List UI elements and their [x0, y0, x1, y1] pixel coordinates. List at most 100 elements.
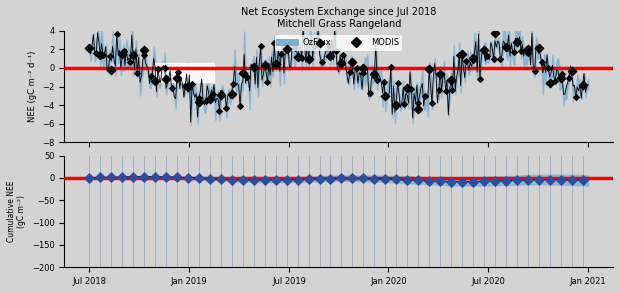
Point — [468, 179, 478, 184]
Point — [235, 104, 245, 108]
Point — [194, 176, 204, 180]
Point — [139, 53, 149, 57]
Point — [523, 47, 533, 51]
Point — [118, 49, 128, 53]
Point — [160, 65, 170, 70]
Point — [215, 108, 224, 113]
Point — [276, 52, 286, 57]
Point — [281, 178, 291, 182]
Point — [262, 80, 272, 85]
Point — [564, 76, 574, 81]
Point — [391, 177, 401, 182]
Title: Net Ecosystem Exchange since Jul 2018
Mitchell Grass Rangeland: Net Ecosystem Exchange since Jul 2018 Mi… — [241, 7, 436, 28]
Point — [260, 63, 270, 67]
Point — [201, 99, 211, 104]
Point — [183, 85, 193, 89]
Point — [379, 79, 389, 84]
Point — [221, 105, 231, 110]
Point — [183, 175, 193, 180]
Point — [556, 177, 565, 182]
Point — [556, 76, 565, 81]
Point — [347, 176, 357, 180]
Point — [91, 51, 101, 56]
Point — [146, 74, 156, 79]
Point — [424, 178, 434, 183]
Point — [84, 45, 94, 50]
Point — [536, 60, 546, 64]
Point — [435, 71, 445, 76]
Point — [434, 88, 444, 93]
Point — [249, 65, 259, 69]
Point — [406, 86, 416, 91]
Point — [468, 56, 478, 61]
Point — [304, 177, 314, 182]
Point — [414, 101, 423, 105]
Point — [402, 178, 412, 182]
Point — [479, 47, 489, 52]
Point — [358, 71, 368, 76]
Point — [380, 176, 390, 181]
Point — [427, 101, 437, 105]
Point — [399, 102, 409, 106]
Point — [150, 78, 160, 83]
Point — [150, 174, 160, 179]
Point — [326, 176, 335, 181]
Point — [502, 46, 512, 50]
Point — [414, 178, 423, 183]
Point — [293, 177, 303, 182]
Point — [578, 83, 588, 88]
Point — [153, 67, 163, 72]
Point — [337, 61, 347, 66]
Point — [194, 95, 204, 100]
Point — [297, 55, 307, 60]
Point — [509, 50, 519, 55]
Point — [208, 92, 218, 97]
Point — [435, 179, 445, 183]
Point — [446, 179, 456, 184]
Point — [501, 45, 511, 50]
Point — [281, 46, 291, 51]
Point — [347, 60, 357, 64]
Point — [468, 57, 478, 62]
Point — [512, 178, 522, 183]
Point — [424, 67, 434, 71]
Point — [161, 76, 171, 81]
Point — [84, 45, 94, 50]
Point — [482, 54, 492, 58]
Point — [352, 66, 361, 70]
Point — [337, 176, 347, 180]
Point — [370, 176, 379, 181]
Point — [249, 178, 259, 183]
Point — [238, 178, 248, 182]
Point — [172, 75, 182, 80]
Point — [311, 43, 321, 48]
Point — [172, 175, 182, 180]
Point — [386, 65, 396, 69]
Point — [380, 94, 390, 99]
Point — [545, 80, 555, 85]
Point — [227, 92, 237, 96]
Point — [194, 100, 204, 105]
Point — [578, 178, 588, 183]
Point — [98, 52, 108, 57]
Point — [216, 93, 226, 98]
Point — [128, 53, 138, 57]
Point — [205, 176, 215, 181]
Point — [304, 58, 314, 63]
Point — [293, 55, 303, 59]
Point — [216, 177, 226, 181]
Point — [516, 49, 526, 54]
Y-axis label: Cumulative NEE
(gC m⁻²): Cumulative NEE (gC m⁻²) — [7, 181, 26, 242]
Point — [461, 58, 471, 63]
Point — [106, 68, 116, 72]
Point — [205, 96, 215, 101]
Point — [578, 81, 588, 86]
Point — [391, 103, 401, 108]
Point — [543, 66, 553, 71]
Point — [238, 71, 248, 76]
Point — [227, 177, 237, 182]
Point — [255, 43, 265, 48]
Point — [402, 86, 412, 90]
Point — [490, 179, 500, 183]
Point — [490, 31, 500, 36]
